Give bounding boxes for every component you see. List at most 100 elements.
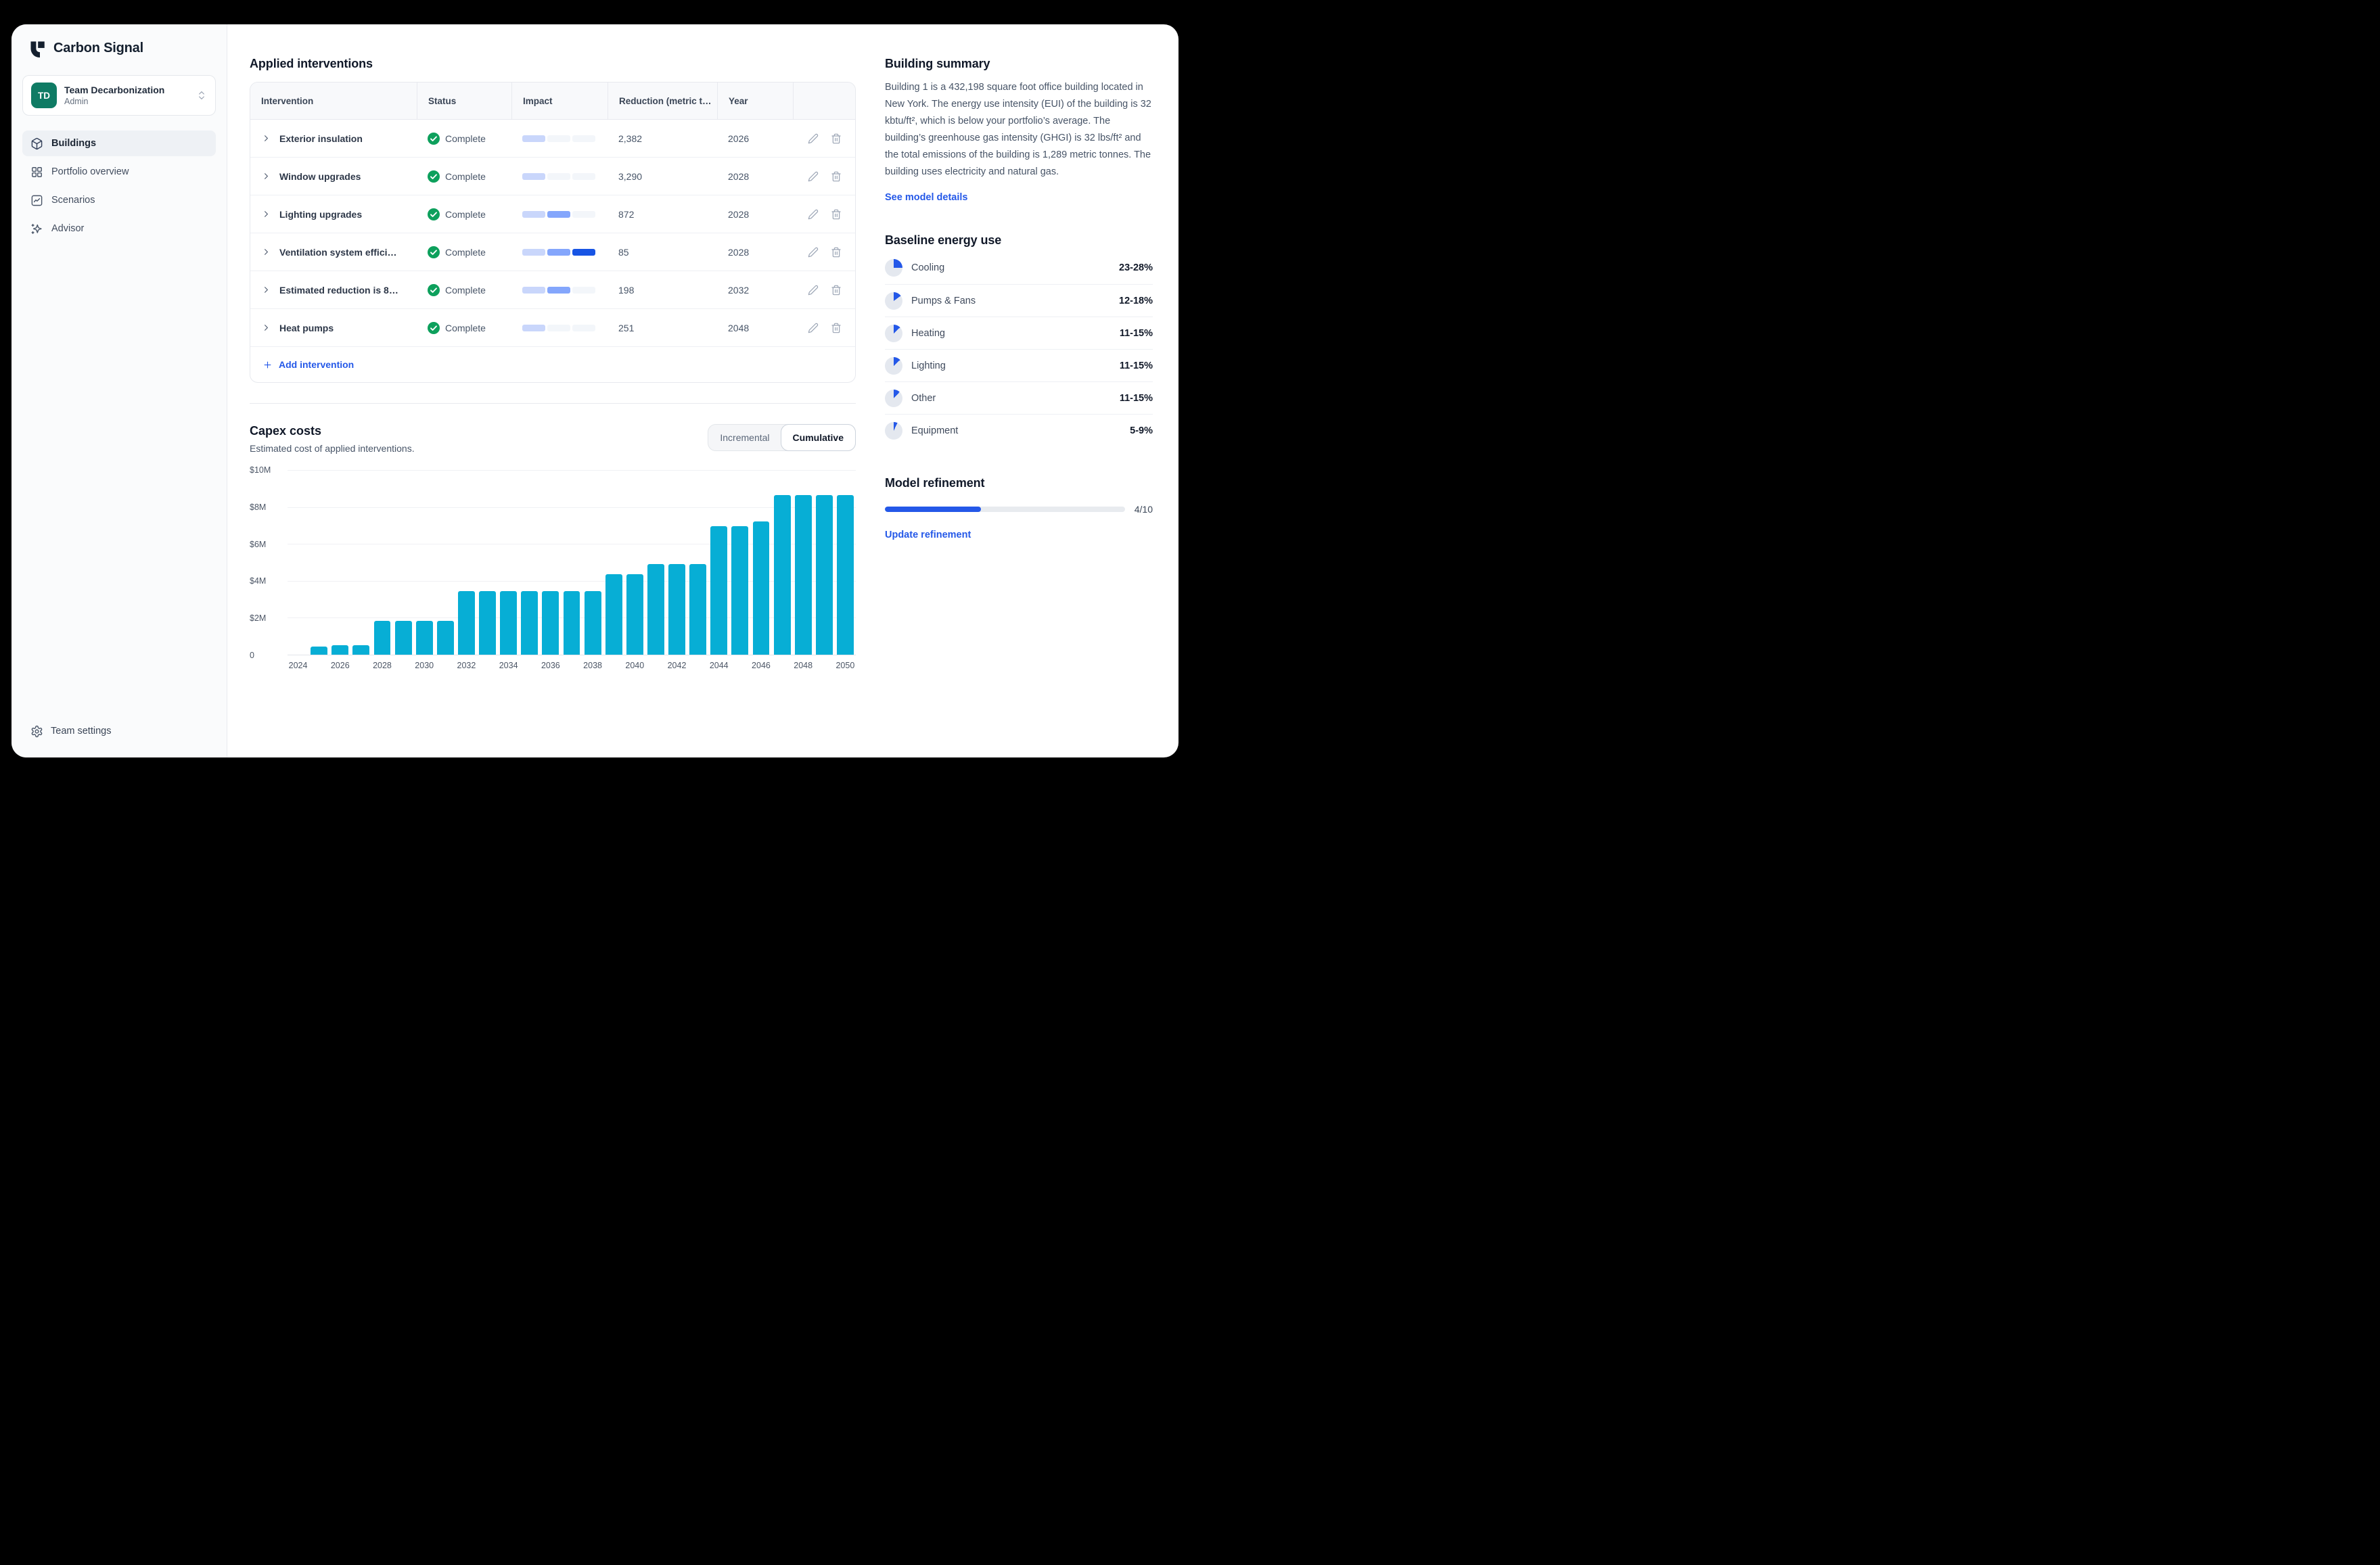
model-refinement-section: Model refinement 4/10 Update refinement <box>885 476 1153 541</box>
add-intervention-button[interactable]: Add intervention <box>262 359 354 370</box>
delete-intervention-button[interactable] <box>831 171 842 182</box>
table-row: Heat pumps Complete 251 2048 <box>250 309 855 347</box>
status-label: Complete <box>445 208 486 220</box>
list-item: Lighting 11-15% <box>885 349 1153 381</box>
x-tick: 2044 <box>709 661 729 670</box>
pie-icon <box>885 389 902 407</box>
bar-2043 <box>687 470 708 655</box>
edit-intervention-button[interactable] <box>808 247 819 258</box>
team-name: Team Decarbonization <box>64 85 165 95</box>
x-tick <box>814 661 835 676</box>
status-label: Complete <box>445 246 486 258</box>
toggle-incremental-button[interactable]: Incremental <box>708 425 781 450</box>
capex-subtitle: Estimated cost of applied interventions. <box>250 443 415 454</box>
bar-2041 <box>645 470 666 655</box>
edit-intervention-button[interactable] <box>808 285 819 296</box>
energy-use-label: Lighting <box>911 360 946 371</box>
expand-row-chevron-icon[interactable] <box>261 171 271 181</box>
expand-row-chevron-icon[interactable] <box>261 285 271 295</box>
edit-intervention-button[interactable] <box>808 209 819 220</box>
right-panel: Building summary Building 1 is a 432,198… <box>878 24 1178 757</box>
reduction-value: 251 <box>618 322 635 333</box>
x-tick <box>350 661 371 676</box>
team-settings-button[interactable]: Team settings <box>22 718 216 744</box>
trash-icon <box>831 247 841 257</box>
intervention-name: Estimated reduction is 8… <box>279 284 398 296</box>
bar-2046 <box>750 470 771 655</box>
edit-intervention-button[interactable] <box>808 171 819 182</box>
x-tick: 2034 <box>499 661 518 670</box>
edit-intervention-button[interactable] <box>808 133 819 144</box>
delete-intervention-button[interactable] <box>831 323 842 333</box>
bar-2050 <box>835 470 856 655</box>
trash-icon <box>831 171 841 181</box>
reduction-value: 198 <box>618 284 635 296</box>
pencil-icon <box>808 323 819 333</box>
pie-icon <box>885 421 902 440</box>
trash-icon <box>831 285 841 295</box>
bar-2038 <box>582 470 603 655</box>
expand-row-chevron-icon[interactable] <box>261 247 271 257</box>
energy-use-range: 11-15% <box>1119 392 1153 404</box>
column-header-year: Year <box>717 83 793 119</box>
check-circle-icon <box>428 283 440 296</box>
edit-intervention-button[interactable] <box>808 323 819 333</box>
bar-2030 <box>414 470 435 655</box>
sidebar-item-portfolio-overview[interactable]: Portfolio overview <box>22 159 216 185</box>
y-tick: $2M <box>250 613 267 624</box>
status-label: Complete <box>445 133 486 144</box>
x-tick: 2028 <box>373 661 392 670</box>
see-model-details-link[interactable]: See model details <box>885 192 968 203</box>
expand-row-chevron-icon[interactable] <box>261 209 271 219</box>
x-tick: 2036 <box>541 661 560 670</box>
sidebar-item-label: Scenarios <box>51 195 95 206</box>
baseline-energy-title: Baseline energy use <box>885 233 1002 247</box>
delete-intervention-button[interactable] <box>831 285 842 296</box>
building-summary-title: Building summary <box>885 57 990 70</box>
delete-intervention-button[interactable] <box>831 209 842 220</box>
add-intervention-label: Add intervention <box>279 359 354 370</box>
check-circle-icon <box>428 321 440 334</box>
list-item: Cooling 23-28% <box>885 252 1153 284</box>
sidebar-nav: Buildings Portfolio overview Scenarios <box>22 131 216 241</box>
sparkles-icon <box>31 223 42 234</box>
trash-icon <box>831 323 841 333</box>
pie-icon <box>885 291 902 310</box>
table-row: Lighting upgrades Complete 872 2028 <box>250 195 855 233</box>
toggle-cumulative-button[interactable]: Cumulative <box>780 424 856 451</box>
x-tick: 2050 <box>836 661 855 670</box>
bar-2039 <box>603 470 624 655</box>
energy-use-range: 5-9% <box>1130 425 1153 436</box>
expand-row-chevron-icon[interactable] <box>261 323 271 333</box>
team-switcher[interactable]: TD Team Decarbonization Admin <box>22 75 216 116</box>
status-label: Complete <box>445 322 486 333</box>
team-avatar: TD <box>31 83 57 108</box>
impact-meter <box>522 210 595 218</box>
interventions-table-header: Intervention Status Impact Reduction (me… <box>250 83 855 120</box>
pencil-icon <box>808 285 819 295</box>
year-value: 2028 <box>728 208 750 220</box>
sidebar-item-buildings[interactable]: Buildings <box>22 131 216 156</box>
delete-intervention-button[interactable] <box>831 247 842 258</box>
status-label: Complete <box>445 284 486 296</box>
expand-row-chevron-icon[interactable] <box>261 133 271 143</box>
model-refinement-title: Model refinement <box>885 476 985 490</box>
baseline-energy-section: Baseline energy use Cooling 23-28% Pumps… <box>885 233 1153 446</box>
delete-intervention-button[interactable] <box>831 133 842 144</box>
x-tick <box>561 661 582 676</box>
reduction-value: 85 <box>618 246 629 258</box>
energy-use-label: Other <box>911 392 936 404</box>
sidebar-item-scenarios[interactable]: Scenarios <box>22 187 216 213</box>
x-tick <box>308 661 329 676</box>
team-role: Admin <box>64 97 89 106</box>
pencil-icon <box>808 133 819 143</box>
bar-2028 <box>371 470 392 655</box>
pie-icon <box>885 324 902 342</box>
impact-meter <box>522 286 595 294</box>
bar-2036 <box>540 470 561 655</box>
refinement-progress-bar <box>885 507 1125 512</box>
bar-2027 <box>350 470 371 655</box>
x-tick: 2026 <box>330 661 350 670</box>
sidebar-item-advisor[interactable]: Advisor <box>22 216 216 241</box>
update-refinement-link[interactable]: Update refinement <box>885 530 971 540</box>
